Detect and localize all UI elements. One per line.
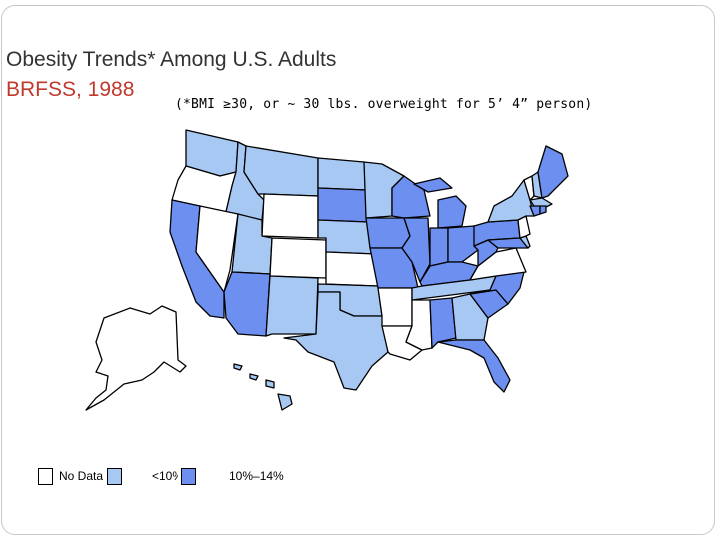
slide-frame <box>1 5 715 535</box>
state-missouri <box>369 247 419 289</box>
map-title: Obesity Trends* Among U.S. Adults <box>6 48 337 71</box>
state-illinois <box>401 217 431 283</box>
state-michigan <box>437 195 467 229</box>
state-hawaii-oahu <box>249 373 259 381</box>
state-ohio <box>447 225 479 263</box>
state-texas <box>283 291 389 391</box>
state-hawaii-maui <box>265 379 275 389</box>
state-indiana <box>429 227 449 267</box>
state-nevada <box>195 205 239 293</box>
state-new-mexico <box>265 275 319 337</box>
state-north-carolina <box>469 271 525 305</box>
state-hawaii <box>277 393 293 411</box>
state-wyoming <box>261 193 319 239</box>
state-south-dakota <box>317 187 369 223</box>
state-montana <box>243 145 319 197</box>
state-georgia <box>451 293 489 341</box>
state-arizona <box>223 271 271 337</box>
legend-swatch-10-14 <box>181 468 196 485</box>
state-kansas <box>325 251 379 287</box>
map-subtitle: BRFSS, 1988 <box>6 78 135 101</box>
state-maryland <box>487 237 529 249</box>
state-hawaii-kauai <box>233 363 243 371</box>
state-arkansas <box>377 287 413 327</box>
state-north-dakota <box>317 157 367 191</box>
legend-label-under-10: <10% <box>152 469 178 483</box>
legend-label-no-data: No Data <box>59 469 104 483</box>
legend-swatch-under-10 <box>107 468 122 485</box>
state-wisconsin <box>391 175 431 219</box>
bmi-note: (*BMI ≥30, or ~ 30 lbs. overweight for 5… <box>175 97 593 112</box>
state-maine <box>537 145 569 199</box>
state-colorado <box>269 237 327 279</box>
state-alabama <box>429 297 457 349</box>
state-iowa <box>365 217 411 249</box>
state-alaska <box>85 305 187 411</box>
state-florida <box>437 339 511 393</box>
state-michigan-upper <box>413 177 453 193</box>
state-rhode-island <box>539 205 547 215</box>
legend-swatch-no-data <box>38 468 53 485</box>
legend-label-10-14: 10%–14% <box>229 469 284 483</box>
